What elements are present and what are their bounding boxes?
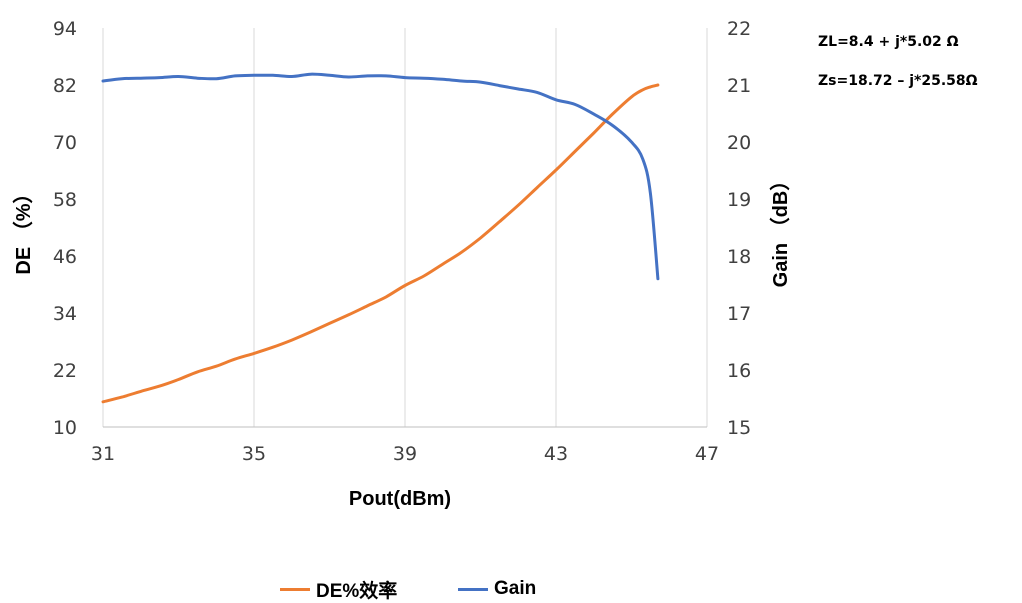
y-right-tick-label: 22 [727,18,751,40]
y-left-tick-label: 58 [53,189,77,211]
legend-label-gain: Gain [494,578,537,599]
y-right-tick-label: 16 [727,360,751,382]
y-right-tick-label: 15 [727,417,751,439]
y-axis-left-title: DE （%） [12,183,35,274]
y-left-tick-label: 10 [53,417,77,439]
y-left-tick-label: 34 [53,303,77,325]
y-axis-right-title: Gain （dB） [769,171,792,288]
x-tick-label: 31 [91,443,115,465]
source-impedance-note: Zs=18.72 – j*25.58Ω [818,73,978,89]
series-line-de [101,83,660,404]
y-right-tick-label: 18 [727,246,751,268]
legend-item-gain: Gain [458,577,536,601]
x-axis-title: Pout(dBm) [349,488,451,510]
legend: DE%效率 Gain [0,577,1022,602]
y-left-tick-label: 94 [53,18,77,40]
y-right-tick-label: 19 [727,189,751,211]
series-layer [101,72,660,404]
y-left-tick-label: 82 [53,75,77,97]
x-tick-label: 47 [695,443,719,465]
y-right-tick-label: 17 [727,303,751,325]
y-right-tick-label: 20 [727,132,751,154]
legend-item-de: DE%效率 [280,577,398,602]
y-right-tick-label: 21 [727,75,751,97]
series-line-gain [101,72,660,281]
legend-label-de: DE%效率 [316,580,398,602]
y-left-tick-label: 46 [53,246,77,268]
x-tick-label: 43 [544,443,568,465]
grid-lines [102,28,708,427]
x-tick-label: 39 [393,443,417,465]
legend-swatch-gain [458,587,488,591]
y-left-tick-label: 22 [53,360,77,382]
x-tick-label: 35 [242,443,266,465]
legend-swatch-de [280,587,310,591]
load-impedance-note: ZL=8.4 + j*5.02 Ω [818,34,959,50]
tick-labels: 31 35 39 43 47 10 22 34 46 58 70 82 94 15 16 17 18 19 20 21… [53,18,751,465]
y-left-tick-label: 70 [53,132,77,154]
